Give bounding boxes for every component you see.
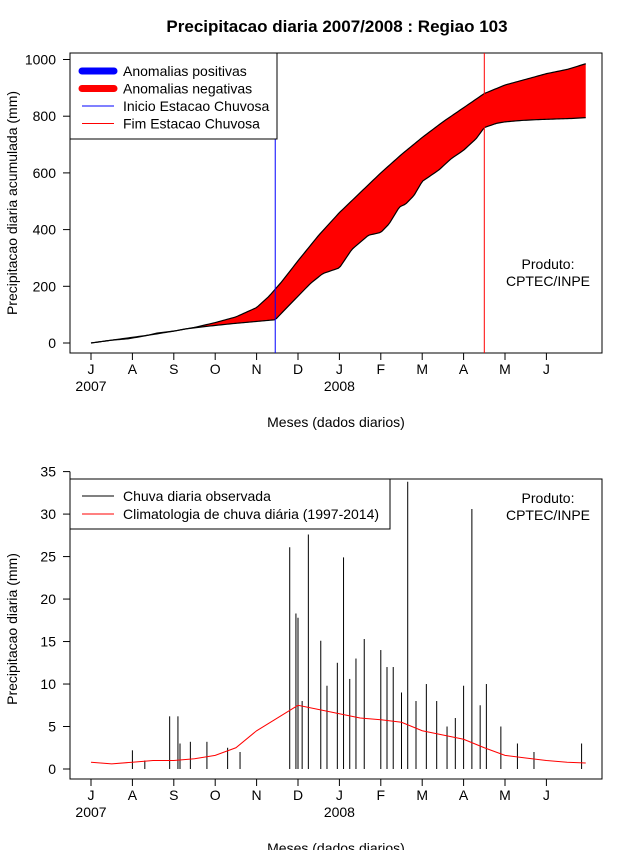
y-tick-label: 10 xyxy=(40,676,56,692)
figure-title: Precipitacao diaria 2007/2008 : Regiao 1… xyxy=(166,17,507,36)
x-tick-label: M xyxy=(416,787,428,803)
product-annotation-line1: Produto: xyxy=(522,256,575,272)
y-tick-label: 15 xyxy=(40,634,56,650)
x-tick-label: S xyxy=(169,361,178,377)
year-label: 2007 xyxy=(75,378,106,394)
y-tick-label: 0 xyxy=(48,761,56,777)
y-tick-label: 20 xyxy=(40,591,56,607)
legend-box xyxy=(69,52,278,140)
legend-box xyxy=(69,478,391,530)
x-tick-label: F xyxy=(377,361,386,377)
y-tick-label: 35 xyxy=(40,464,56,480)
x-tick-label: D xyxy=(293,361,303,377)
product-annotation-line2: CPTEC/INPE xyxy=(506,507,590,523)
negative-anomaly-area xyxy=(91,63,586,343)
y-tick-label: 0 xyxy=(48,335,56,351)
y-tick-label: 30 xyxy=(40,506,56,522)
x-tick-label: A xyxy=(128,361,138,377)
x-tick-label: S xyxy=(169,787,178,803)
x-tick-label: J xyxy=(543,787,550,803)
legend-label: Fim Estacao Chuvosa xyxy=(123,116,260,132)
product-annotation-line1: Produto: xyxy=(522,490,575,506)
legend-label: Climatologia de chuva diária (1997-2014) xyxy=(123,506,379,522)
x-tick-label: A xyxy=(459,787,469,803)
legend-label: Chuva diaria observada xyxy=(123,488,271,504)
x-tick-label: O xyxy=(210,361,221,377)
y-tick-label: 600 xyxy=(33,165,57,181)
x-tick-label: O xyxy=(210,787,221,803)
x-tick-label: A xyxy=(459,361,469,377)
y-tick-label: 400 xyxy=(33,222,57,238)
legend-label: Anomalias positivas xyxy=(123,63,247,79)
year-label: 2008 xyxy=(324,378,355,394)
y-tick-label: 5 xyxy=(48,719,56,735)
climatology-daily-line xyxy=(90,704,586,765)
x-tick-label: N xyxy=(252,361,262,377)
y-tick-label: 800 xyxy=(33,108,57,124)
y-axis-title: Precipitacao diaria (mm) xyxy=(4,553,20,705)
y-axis-title: Precipitacao diaria acumulada (mm) xyxy=(4,91,20,315)
legend: Chuva diaria observada Climatologia de ch… xyxy=(69,478,391,530)
y-tick-label: 1000 xyxy=(25,52,56,68)
x-tick-label: F xyxy=(377,787,386,803)
x-tick-label: J xyxy=(543,361,550,377)
x-tick-label: J xyxy=(336,361,343,377)
x-tick-label: J xyxy=(88,361,95,377)
x-tick-label: A xyxy=(128,787,138,803)
legend: Anomalias positivas Anomalias negativasIn… xyxy=(69,52,278,140)
x-tick-label: M xyxy=(499,787,511,803)
x-tick-label: D xyxy=(293,787,303,803)
x-tick-label: J xyxy=(88,787,95,803)
legend-label: Inicio Estacao Chuvosa xyxy=(123,98,270,114)
x-tick-label: J xyxy=(336,787,343,803)
x-tick-label: N xyxy=(252,787,262,803)
x-axis-title: Meses (dados diarios) xyxy=(267,414,405,430)
x-tick-label: M xyxy=(499,361,511,377)
product-annotation-line2: CPTEC/INPE xyxy=(506,273,590,289)
observed-daily-bars xyxy=(131,481,583,769)
x-axis-title: Meses (dados diarios) xyxy=(267,840,405,850)
legend-label: Anomalias negativas xyxy=(123,81,252,97)
y-tick-label: 25 xyxy=(40,549,56,565)
observed-accumulated-line xyxy=(90,117,586,344)
x-tick-label: M xyxy=(416,361,428,377)
year-label: 2007 xyxy=(75,804,106,820)
y-tick-label: 200 xyxy=(33,278,57,294)
year-label: 2008 xyxy=(324,804,355,820)
